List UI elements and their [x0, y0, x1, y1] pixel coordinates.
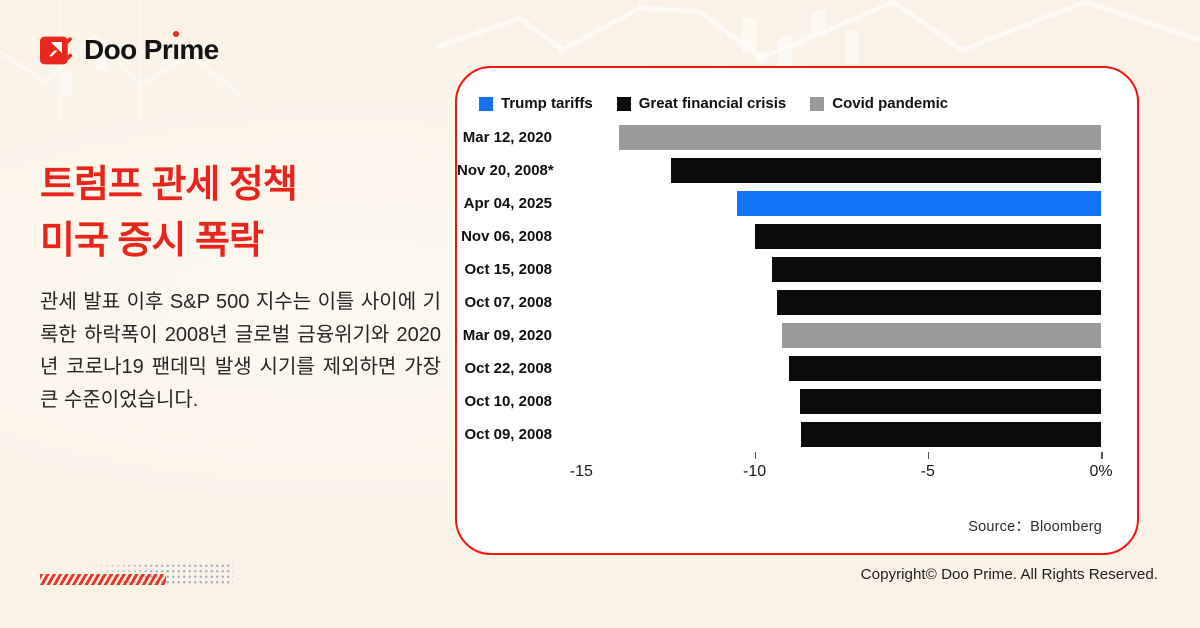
row-plot-area	[564, 385, 1101, 418]
category-label: Oct 09, 2008	[464, 426, 552, 443]
category-label: Nov 20, 2008*	[457, 162, 554, 179]
footer-stripe-decoration	[40, 574, 166, 585]
bar-gfc	[777, 290, 1101, 315]
doo-prime-logo: Doo Prıme	[40, 33, 219, 67]
legend-swatch-gfc	[616, 96, 631, 111]
legend-item: Covid pandemic	[810, 95, 948, 112]
doo-prime-logo-text: Doo Prıme	[84, 34, 219, 65]
bar-covid	[782, 323, 1101, 348]
category-label: Oct 22, 2008	[464, 360, 552, 377]
bar-gfc	[801, 422, 1101, 447]
title-line-1: 트럼프 관세 정책	[40, 164, 298, 206]
axis-tick-label: -15	[569, 463, 593, 480]
bar-gfc	[771, 257, 1101, 282]
category-label: Oct 07, 2008	[464, 294, 552, 311]
legend-label: Trump tariffs	[501, 95, 593, 112]
category-label: Mar 12, 2020	[462, 129, 552, 146]
legend-swatch-trump	[479, 96, 493, 111]
bar-gfc	[789, 356, 1101, 381]
category-label: Apr 04, 2025	[463, 195, 552, 212]
axis-tick-label: 0%	[1089, 463, 1113, 480]
chart-row: Oct 10, 2008	[457, 385, 1137, 418]
copyright-text: Copyright© Doo Prime. All Rights Reserve…	[860, 566, 1158, 583]
category-label: Nov 06, 2008	[461, 228, 552, 245]
legend-item: Trump tariffs	[479, 95, 593, 112]
source-label: Source：Bloomberg	[968, 519, 1102, 535]
row-plot-area	[564, 253, 1101, 286]
x-axis: -15 -10 -5 0%	[564, 452, 1113, 488]
category-label: Oct 15, 2008	[464, 261, 552, 278]
chart-row: Oct 15, 2008	[457, 253, 1137, 286]
row-plot-area	[564, 154, 1101, 187]
axis-tick-mark	[754, 452, 757, 459]
legend-label: Great financial crisis	[638, 95, 787, 112]
category-label: Mar 09, 2020	[462, 327, 552, 344]
axis-tick-mark	[927, 452, 930, 459]
bar-gfc	[671, 158, 1101, 183]
row-plot-area	[564, 286, 1101, 319]
page-title: 트럼프 관세 정책 미국 증시 폭락	[40, 157, 298, 269]
body-paragraph: 관세 발표 이후 S&P 500 지수는 이틀 사이에 기록한 하락폭이 200…	[40, 291, 441, 411]
chart-row: Nov 20, 2008*	[457, 154, 1137, 187]
bar-trump	[737, 191, 1101, 216]
bar-gfc	[799, 389, 1101, 414]
axis-tick-label: -5	[920, 463, 935, 480]
logo-i-reddot: ı	[172, 34, 180, 65]
chart-row: Oct 09, 2008	[457, 418, 1137, 451]
row-plot-area	[564, 187, 1101, 220]
chart-row: Oct 07, 2008	[457, 286, 1137, 319]
bar-gfc	[754, 224, 1101, 249]
row-plot-area	[564, 121, 1101, 154]
chart-row: Nov 06, 2008	[457, 220, 1137, 253]
chart-legend: Trump tariffs Great financial crisis Covid…	[479, 95, 948, 112]
bar-covid	[619, 125, 1101, 150]
axis-tick-label: -10	[742, 463, 767, 480]
legend-swatch-covid	[810, 96, 825, 111]
chart-row: Mar 12, 2020	[457, 121, 1137, 154]
chart-row: Apr 04, 2025	[457, 187, 1137, 220]
chart-row: Oct 22, 2008	[457, 352, 1137, 385]
category-label: Oct 10, 2008	[464, 393, 552, 410]
row-plot-area	[564, 418, 1101, 451]
title-line-2: 미국 증시 폭락	[40, 220, 264, 262]
row-plot-area	[564, 319, 1101, 352]
legend-label: Covid pandemic	[832, 95, 949, 112]
chart-rows: Mar 12, 2020 Nov 20, 2008* Apr 04, 2025 Nov…	[457, 121, 1137, 451]
row-plot-area	[564, 220, 1101, 253]
row-plot-area	[564, 352, 1101, 385]
legend-item: Great financial crisis	[616, 95, 787, 112]
chart-card: Trump tariffs Great financial crisis Covid…	[455, 66, 1139, 555]
chart-row: Mar 09, 2020	[457, 319, 1137, 352]
doo-prime-logo-icon	[40, 36, 73, 65]
axis-tick-mark	[1101, 452, 1103, 459]
